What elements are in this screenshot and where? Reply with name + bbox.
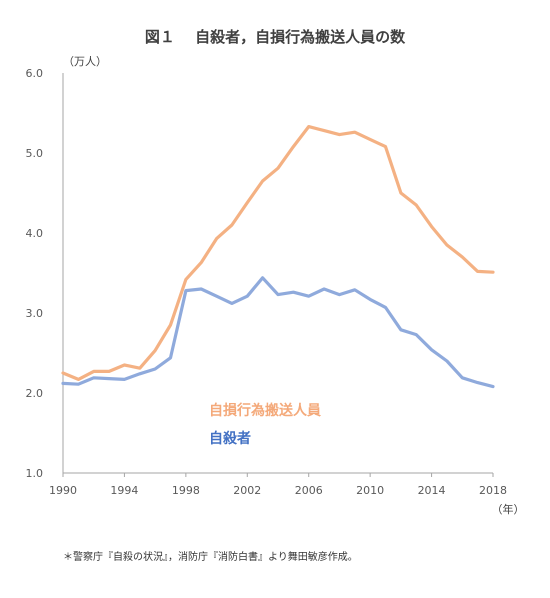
x-tick-label: 2006	[295, 484, 323, 497]
series-lines	[61, 124, 495, 389]
x-tick-labels: 1990 1994 1998 2002 2006 2010 2014 2018	[49, 473, 507, 497]
x-tick-label: 2014	[418, 484, 446, 497]
y-tick-label: 3.0	[26, 307, 44, 320]
x-tick-label: 2002	[233, 484, 261, 497]
y-axis-unit: （万人）	[63, 55, 107, 68]
series-line-0	[61, 124, 495, 381]
source-note: ＊警察庁『自殺の状況』，消防庁『消防白書』より舞田敏彦作成。	[63, 550, 358, 563]
y-tick-labels: 1.0 2.0 3.0 4.0 5.0 6.0	[26, 67, 44, 480]
x-tick-label: 2018	[479, 484, 507, 497]
y-tick-label: 4.0	[26, 227, 44, 240]
y-tick-label: 2.0	[26, 387, 44, 400]
series-line-1	[61, 276, 495, 389]
y-tick-label: 1.0	[26, 467, 44, 480]
chart-title: 図１ 自殺者，自損行為搬送人員の数	[145, 28, 406, 46]
x-axis-unit: （年）	[492, 502, 525, 516]
x-tick-label: 1994	[110, 484, 138, 497]
axes	[62, 73, 493, 474]
x-tick-label: 2010	[356, 484, 384, 497]
y-tick-label: 6.0	[26, 67, 44, 80]
x-tick-label: 1998	[172, 484, 200, 497]
x-tick-label: 1990	[49, 484, 77, 497]
series-label-self-harm-transport: 自損行為搬送人員	[209, 402, 321, 419]
y-tick-label: 5.0	[26, 147, 44, 160]
series-label-suicides: 自殺者	[209, 430, 251, 447]
